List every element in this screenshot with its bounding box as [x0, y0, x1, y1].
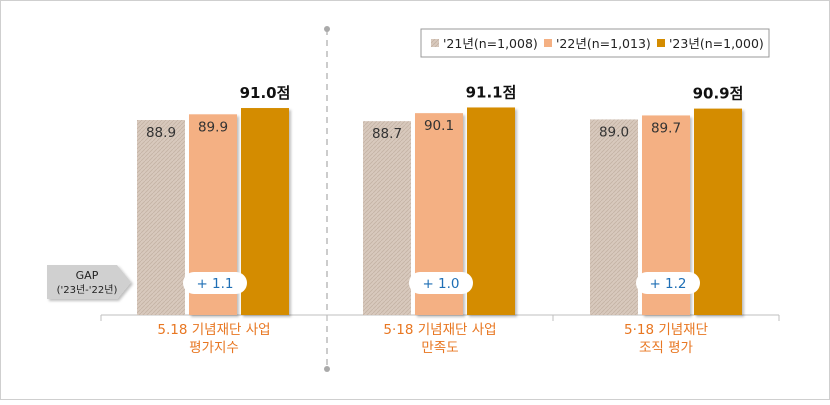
divider-end-bottom [324, 366, 330, 372]
value-label-2022-group-2: 89.7 [651, 120, 681, 136]
bar-2021-group-0 [137, 120, 185, 315]
gap-badges: + 1.1 + 1.0 + 1.2 [183, 272, 700, 294]
legend-label-2023: '23년(n=1,000) [669, 36, 764, 51]
bar-2023-group-0 [241, 108, 289, 315]
category-label-2-line1: 5·18 기념재단 [624, 322, 708, 338]
legend-swatch-2021 [431, 39, 439, 47]
legend-swatch-2023 [657, 39, 665, 47]
legend: '21년(n=1,008) '22년(n=1,013) '23년(n=1,000… [420, 28, 770, 58]
bar-2021-group-1 [363, 121, 411, 315]
gap-label-title: GAP [76, 269, 99, 282]
gap-label: GAP ('23년-'22년) [47, 265, 131, 299]
value-label-2021-group-0: 88.9 [146, 125, 176, 141]
legend-swatch-2022 [544, 39, 552, 47]
category-label-1-line2: 만족도 [421, 340, 458, 356]
value-label-2022-group-1: 90.1 [424, 118, 454, 134]
value-label-2021-group-2: 89.0 [599, 124, 629, 140]
category-label-2-line2: 조직 평가 [639, 340, 693, 356]
category-label-1-line1: 5·18 기념재단 사업 [383, 322, 496, 338]
value-label-2023-group-1: 91.1점 [466, 83, 517, 101]
gap-value-2: + 1.2 [649, 276, 686, 292]
gap-badge-1 [409, 272, 473, 294]
bar-2021-group-2 [590, 119, 638, 316]
legend-label-2021: '21년(n=1,008) [443, 36, 538, 51]
legend-label-2022: '22년(n=1,013) [556, 36, 651, 51]
gap-label-period: ('23년-'22년) [57, 284, 118, 296]
category-label-0-line2: 평가지수 [189, 340, 239, 356]
bars: 88.9 88.7 89.0 89.9 90.1 89.7 91.0점 91.1점 90.9점 [137, 83, 744, 316]
gap-value-0: + 1.1 [196, 276, 233, 292]
divider-end-top [324, 26, 330, 32]
value-label-2022-group-0: 89.9 [198, 119, 228, 135]
legend-box [420, 28, 770, 58]
gap-badge-0 [183, 272, 247, 294]
gap-badge-2 [636, 272, 700, 294]
bar-2023-group-2 [694, 108, 742, 315]
value-label-2023-group-0: 91.0점 [240, 84, 291, 102]
value-label-2021-group-1: 88.7 [372, 126, 402, 142]
bar-2023-group-1 [467, 107, 515, 316]
value-label-2023-group-2: 90.9점 [693, 85, 744, 103]
group-divider [324, 26, 330, 372]
category-label-0-line1: 5.18 기념재단 사업 [157, 322, 270, 338]
gap-value-1: + 1.0 [422, 276, 459, 292]
